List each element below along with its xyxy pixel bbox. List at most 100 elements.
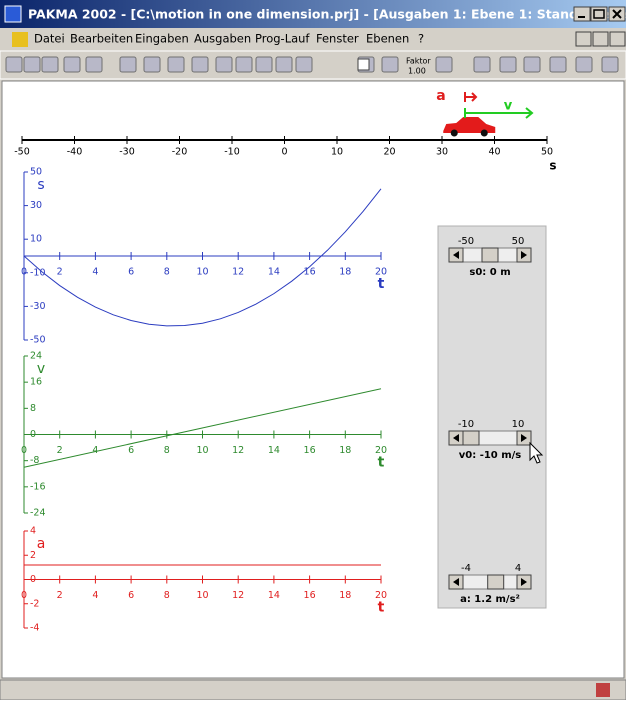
toolbar-button[interactable] xyxy=(550,57,566,72)
x-tick-label: 16 xyxy=(304,267,316,278)
number-line-tick-label: 30 xyxy=(436,147,448,158)
slider-max-label: 4 xyxy=(515,563,521,574)
slider-value-label: v0: -10 m/s xyxy=(459,450,522,461)
x-tick-label: 2 xyxy=(57,445,63,456)
minimize-button[interactable] xyxy=(574,7,590,21)
toolbar-button[interactable] xyxy=(168,57,184,72)
menu-item[interactable]: Datei xyxy=(34,32,65,46)
x-tick-label: 4 xyxy=(92,590,98,601)
accel-label: a xyxy=(436,88,445,104)
y-tick-label: 0 xyxy=(30,574,36,585)
toolbar-button[interactable] xyxy=(192,57,208,72)
slider-min-label: -4 xyxy=(461,563,471,574)
window-title: PAKMA 2002 - [C:\motion in one dimension… xyxy=(28,7,626,22)
x-tick-label: 4 xyxy=(92,445,98,456)
app-window: PAKMA 2002 - [C:\motion in one dimension… xyxy=(0,0,626,700)
x-tick-label: 10 xyxy=(196,590,208,601)
x-tick-label: 16 xyxy=(304,445,316,456)
x-tick-label: 10 xyxy=(196,445,208,456)
y-tick-label: 4 xyxy=(30,526,36,537)
x-tick-label: 0 xyxy=(21,445,27,456)
x-tick-label: 8 xyxy=(164,267,170,278)
x-tick-label: 0 xyxy=(21,590,27,601)
number-line-tick-label: 40 xyxy=(488,147,500,158)
slider-thumb[interactable] xyxy=(488,575,504,589)
toolbar-button[interactable] xyxy=(6,57,22,72)
toolbar-button[interactable] xyxy=(276,57,292,72)
toolbar-button[interactable] xyxy=(236,57,252,72)
number-line-tick-label: -10 xyxy=(224,147,240,158)
slider-max-label: 50 xyxy=(512,236,525,247)
y-axis-label: s xyxy=(37,177,44,193)
y-tick-label: -4 xyxy=(30,623,39,634)
doc-close[interactable] xyxy=(610,32,625,46)
y-axis-label: a xyxy=(37,536,46,552)
toolbar-button[interactable] xyxy=(144,57,160,72)
factor-label: Faktor xyxy=(406,57,431,66)
car-wheel xyxy=(481,130,488,137)
toolbar-button[interactable] xyxy=(256,57,272,72)
doc-buttons xyxy=(576,32,625,46)
x-tick-label: 14 xyxy=(268,590,280,601)
doc-restore[interactable] xyxy=(593,32,608,46)
y-tick-label: 2 xyxy=(30,550,36,561)
x-tick-label: 12 xyxy=(232,267,244,278)
doc-icon xyxy=(12,32,28,47)
x-tick-label: 14 xyxy=(268,267,280,278)
toolbar-button[interactable] xyxy=(64,57,80,72)
menu-item[interactable]: Ebenen xyxy=(366,32,409,46)
x-tick-label: 12 xyxy=(232,445,244,456)
car-wheel xyxy=(451,130,458,137)
y-tick-label: 50 xyxy=(30,167,42,178)
x-tick-label: 18 xyxy=(339,445,351,456)
window-buttons xyxy=(574,7,625,21)
number-line-axis-label: s xyxy=(549,159,556,173)
x-axis-label: t xyxy=(378,600,385,616)
number-line-tick-label: -30 xyxy=(119,147,135,158)
number-line-tick-label: 0 xyxy=(281,147,287,158)
status-bar xyxy=(0,680,626,700)
toolbar-button[interactable] xyxy=(500,57,516,72)
menu-item[interactable]: Fenster xyxy=(316,32,359,46)
menu-item[interactable]: ? xyxy=(418,32,424,46)
x-tick-label: 0 xyxy=(21,267,27,278)
slider-min-label: -10 xyxy=(458,419,474,430)
factor-value: 1.00 xyxy=(408,67,426,76)
toolbar-button[interactable] xyxy=(42,57,58,72)
toolbar-button[interactable] xyxy=(576,57,592,72)
toolbar-button[interactable] xyxy=(86,57,102,72)
number-line-tick-label: 50 xyxy=(541,147,553,158)
menu-item[interactable]: Ausgaben xyxy=(194,32,251,46)
number-line-tick-label: 10 xyxy=(331,147,343,158)
checkbox[interactable] xyxy=(358,59,369,70)
slider-thumb[interactable] xyxy=(463,431,479,445)
toolbar-button[interactable] xyxy=(120,57,136,72)
y-axis-label: v xyxy=(37,361,45,377)
app-icon xyxy=(5,6,21,22)
slider-value-label: a: 1.2 m/s² xyxy=(460,594,520,605)
toolbar-button[interactable] xyxy=(296,57,312,72)
toolbar-button[interactable] xyxy=(216,57,232,72)
y-tick-label: 0 xyxy=(30,429,36,440)
toolbar-button[interactable] xyxy=(474,57,490,72)
y-tick-label: 8 xyxy=(30,403,36,414)
toolbar-button[interactable] xyxy=(24,57,40,72)
toolbar-button[interactable] xyxy=(524,57,540,72)
velocity-label: v xyxy=(504,99,513,114)
toolbar-button[interactable] xyxy=(382,57,398,72)
slider-thumb[interactable] xyxy=(482,248,498,262)
toolbar-button[interactable] xyxy=(602,57,618,72)
x-axis-label: t xyxy=(378,455,385,471)
number-line-tick-label: 20 xyxy=(383,147,395,158)
doc-minimize[interactable] xyxy=(576,32,591,46)
toolbar-button[interactable] xyxy=(436,57,452,72)
menu-item[interactable]: Prog-Lauf xyxy=(255,32,310,46)
menu-item[interactable]: Bearbeiten xyxy=(70,32,133,46)
y-tick-label: 30 xyxy=(30,200,42,211)
y-tick-label: -24 xyxy=(30,508,46,519)
toolbar-buttons xyxy=(6,57,618,72)
menu-item[interactable]: Eingaben xyxy=(135,32,189,46)
x-tick-label: 18 xyxy=(339,590,351,601)
y-tick-label: -2 xyxy=(30,598,39,609)
